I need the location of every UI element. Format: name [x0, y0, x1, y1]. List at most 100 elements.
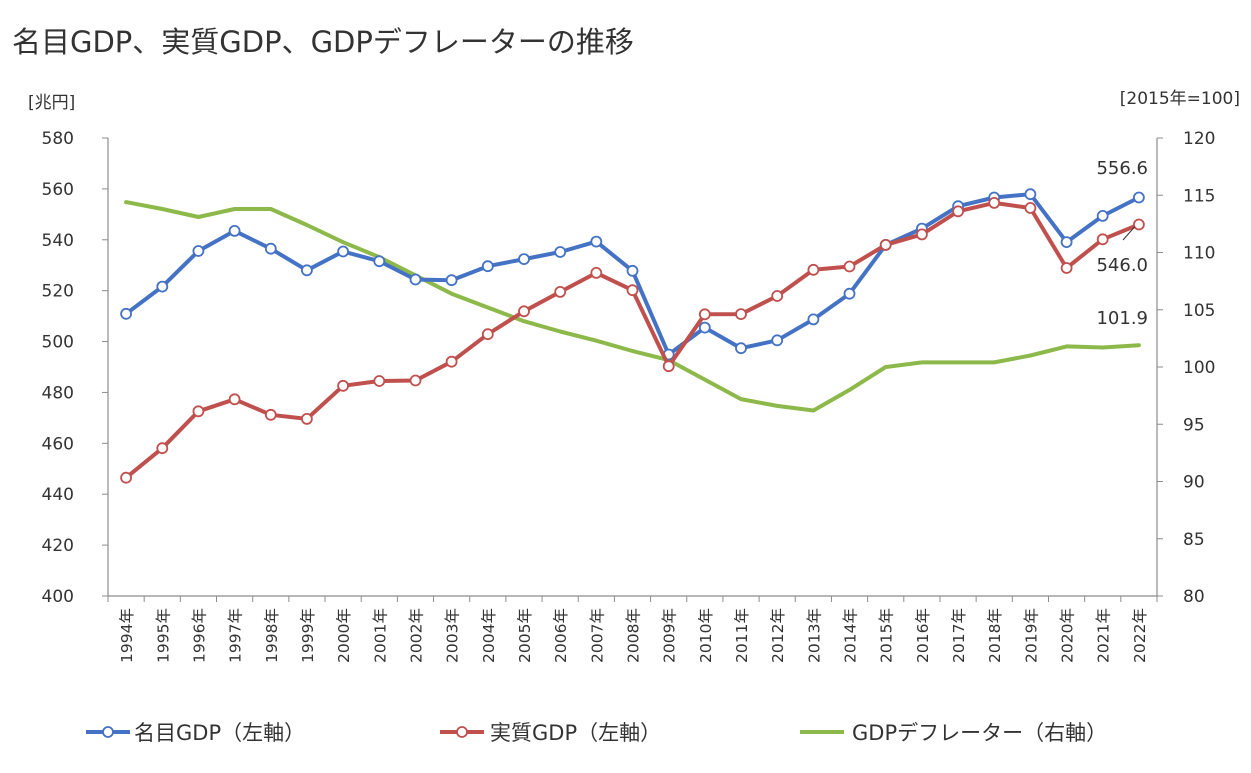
- data-point: [807, 263, 820, 276]
- chart-title: 名目GDP、実質GDP、GDPデフレーターの推移: [12, 25, 634, 59]
- left-tick-label: 500: [42, 333, 74, 353]
- data-point: [409, 273, 422, 286]
- x-tick-label: 2018年: [986, 608, 1004, 663]
- data-point: [554, 246, 567, 258]
- left-tick-label: 420: [42, 536, 74, 556]
- x-tick-label: 2012年: [769, 608, 787, 663]
- data-point: [771, 290, 784, 302]
- data-point: [735, 308, 747, 321]
- data-point: [373, 375, 386, 387]
- series-line-1: [124, 200, 1141, 480]
- x-tick-label: 2001年: [371, 608, 389, 663]
- data-label-leader: [1122, 226, 1136, 241]
- right-tick-label: 80: [1183, 587, 1205, 607]
- data-point: [662, 360, 675, 373]
- data-point: [807, 313, 820, 326]
- right-tick-label: 90: [1183, 473, 1205, 493]
- data-point: [228, 393, 241, 406]
- data-point: [879, 238, 892, 251]
- data-point: [1060, 262, 1073, 274]
- data-point: [554, 285, 567, 298]
- data-point: [1096, 209, 1109, 222]
- data-label: 101.9: [1096, 308, 1148, 329]
- data-label: 546.0: [1096, 255, 1148, 276]
- right-tick-label: 120: [1183, 129, 1215, 149]
- data-point: [481, 260, 494, 273]
- x-tick-label: 1994年: [118, 608, 136, 663]
- right-tick-label: 95: [1183, 415, 1205, 435]
- x-tick-label: 2015年: [878, 608, 896, 663]
- x-tick-label: 2006年: [552, 608, 570, 663]
- left-tick-label: 460: [42, 434, 74, 454]
- data-point: [1133, 218, 1145, 231]
- x-tick-label: 2008年: [625, 608, 643, 663]
- x-tick-label: 2002年: [407, 608, 425, 663]
- x-tick-label: 2019年: [1022, 608, 1040, 663]
- data-point: [843, 287, 856, 300]
- data-point: [1060, 236, 1073, 249]
- data-point: [156, 280, 169, 293]
- legend-label: 名目GDP（左軸）: [134, 721, 305, 745]
- x-tick-label: 2004年: [480, 608, 498, 663]
- data-point: [228, 224, 241, 237]
- data-point: [445, 274, 458, 287]
- data-point: [952, 205, 964, 218]
- x-tick-label: 2007年: [588, 608, 606, 663]
- left-tick-label: 560: [42, 180, 74, 200]
- data-point: [264, 242, 277, 255]
- legend: 名目GDP（左軸） 実質GDP（左軸） GDPデフレーター（右軸）: [86, 721, 1107, 745]
- data-point: [843, 260, 856, 273]
- x-tick-label: 2009年: [661, 608, 679, 663]
- data-point: [156, 442, 169, 455]
- left-tick-label: 440: [42, 485, 74, 505]
- data-point: [735, 342, 747, 355]
- data-point: [1133, 191, 1145, 204]
- x-tick-label: 2000年: [335, 608, 353, 663]
- right-axis-unit: [2015年=100]: [1120, 89, 1240, 109]
- left-tick-label: 580: [42, 129, 74, 149]
- x-tick-label: 2010年: [697, 608, 715, 663]
- data-point: [120, 471, 132, 484]
- right-tick-label: 110: [1183, 244, 1215, 264]
- data-point: [590, 266, 603, 279]
- x-tick-label: 2013年: [805, 608, 823, 663]
- axes: 400 420 440 460 480 500 520 540 560 580 80 85 90 95 10…: [42, 129, 1216, 663]
- x-tick-label: 1998年: [263, 608, 281, 663]
- series-lines: [120, 188, 1145, 484]
- x-tick-label: 2003年: [444, 608, 462, 663]
- legend-label: 実質GDP（左軸）: [490, 721, 661, 745]
- data-point: [518, 305, 530, 318]
- data-label: 556.6: [1096, 158, 1148, 179]
- data-point: [300, 412, 313, 425]
- legend-swatch-marker: [102, 726, 114, 738]
- data-point: [192, 405, 205, 418]
- right-tick-label: 85: [1183, 530, 1205, 550]
- x-tick-label: 2005年: [516, 608, 534, 663]
- data-point: [337, 379, 350, 392]
- x-tick-label: 2021年: [1095, 608, 1113, 663]
- x-tick-label: 2022年: [1131, 608, 1149, 663]
- data-point: [445, 355, 458, 368]
- data-point: [1096, 233, 1109, 246]
- data-point: [698, 321, 711, 334]
- data-point: [1024, 202, 1037, 214]
- right-tick-label: 100: [1183, 358, 1215, 378]
- left-tick-label: 540: [42, 231, 74, 251]
- data-point: [300, 264, 313, 277]
- data-point: [590, 235, 603, 248]
- left-tick-label: 520: [42, 282, 74, 302]
- data-point: [518, 253, 530, 266]
- x-tick-label: 1999年: [299, 608, 317, 663]
- data-point: [916, 228, 928, 241]
- data-point: [481, 328, 494, 341]
- data-point: [337, 245, 350, 258]
- data-point: [192, 245, 205, 257]
- data-point: [120, 307, 132, 320]
- data-point: [264, 408, 277, 421]
- x-tick-label: 2017年: [950, 608, 968, 663]
- data-point: [698, 308, 711, 321]
- x-tick-label: 2020年: [1059, 608, 1077, 663]
- legend-label: GDPデフレーター（右軸）: [852, 721, 1107, 745]
- x-tick-label: 1996年: [190, 608, 208, 663]
